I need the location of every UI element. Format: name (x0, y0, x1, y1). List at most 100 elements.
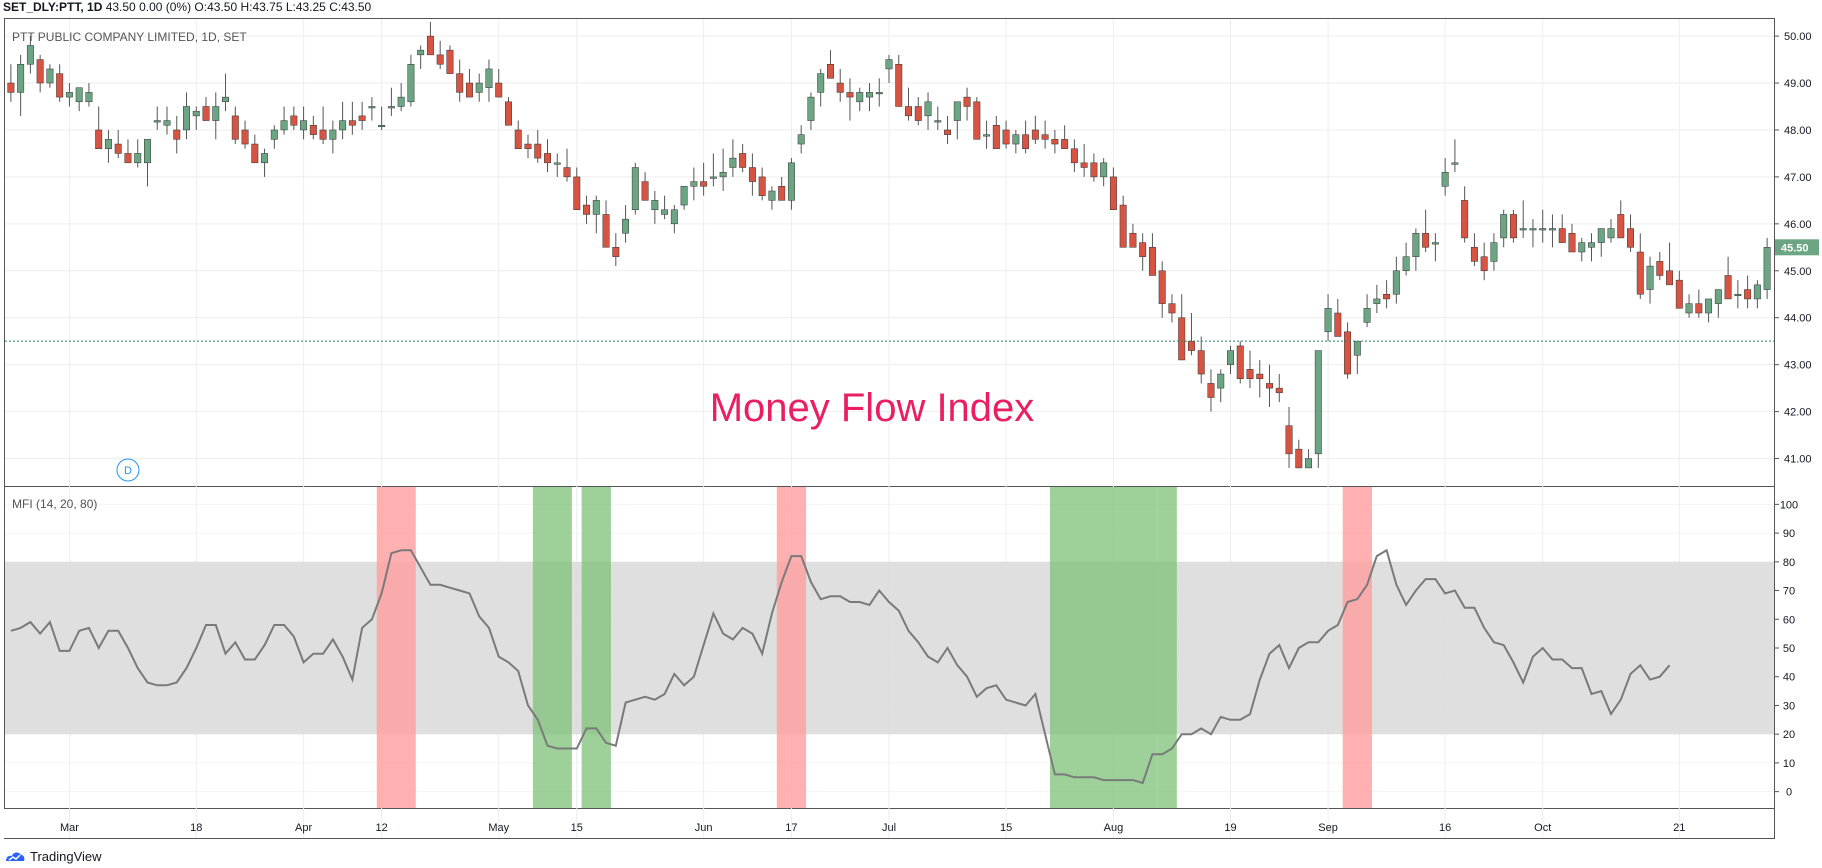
candle (1217, 369, 1225, 403)
candle-body (1714, 289, 1722, 304)
candle (1236, 341, 1244, 384)
candle (1724, 256, 1732, 300)
time-tick-label: 18 (190, 822, 202, 834)
candle (26, 36, 34, 74)
candle-body (836, 82, 844, 93)
candle-body (222, 96, 230, 103)
candle-body (1197, 350, 1205, 375)
candle-body (573, 176, 581, 211)
candle (534, 129, 542, 163)
candle (1548, 214, 1556, 248)
candle (1392, 256, 1400, 304)
dividend-marker[interactable]: D (116, 458, 140, 482)
candle-body (895, 63, 903, 107)
candle-body (992, 125, 1000, 149)
candle (436, 40, 444, 69)
candle-body (505, 101, 512, 126)
price-tick-label: 48.00 (1784, 125, 1812, 137)
candle (914, 97, 922, 126)
candle-body (46, 68, 54, 84)
candle-body (465, 82, 473, 98)
oversold-zone (1157, 487, 1177, 808)
candle (1539, 209, 1547, 243)
time-tick-label: Sep (1318, 822, 1338, 834)
candle (1588, 233, 1595, 262)
candle-body (1090, 162, 1098, 178)
candle-body (553, 162, 561, 165)
brand-footer[interactable]: TradingView (4, 848, 102, 866)
candle (1695, 289, 1703, 318)
candle-body (641, 181, 649, 201)
candle-body (973, 101, 981, 140)
candle-body (905, 106, 912, 117)
candle-body (914, 106, 922, 121)
candle-body (953, 101, 961, 121)
candle-body (661, 209, 669, 215)
candle (329, 120, 337, 154)
candle-body (544, 153, 551, 164)
candle-body (1344, 331, 1352, 375)
candle-body (1607, 228, 1615, 239)
candle-body (700, 181, 708, 187)
candle-body (924, 101, 932, 117)
candle (104, 129, 112, 163)
candle (1266, 364, 1273, 407)
candle-body (1529, 228, 1537, 231)
candle (544, 139, 551, 173)
candle (1187, 313, 1195, 356)
oversold-zone (1049, 487, 1158, 808)
candle-body (631, 167, 639, 211)
candle (231, 106, 239, 145)
candle (114, 129, 122, 159)
candle-body (1031, 129, 1039, 140)
candle-body (7, 82, 15, 93)
candle-body (563, 167, 571, 178)
candle (36, 54, 44, 93)
candle-body (1753, 284, 1761, 300)
candle (992, 115, 1000, 149)
candle (368, 97, 376, 121)
price-tick-label: 47.00 (1784, 172, 1812, 184)
candle (426, 22, 434, 56)
candle-body (1314, 350, 1322, 455)
candle (1383, 280, 1391, 309)
candle-body (456, 73, 464, 93)
candle-body (1022, 134, 1030, 149)
candle-body (153, 120, 161, 123)
tradingview-logo-icon (6, 852, 25, 861)
candle-body (1363, 308, 1371, 323)
candle-body (1334, 312, 1342, 337)
candle (622, 205, 630, 243)
candle (700, 162, 708, 196)
candle (1451, 139, 1459, 173)
candle (1119, 195, 1127, 248)
time-tick-label: Aug (1104, 822, 1124, 834)
time-tick-label: 16 (1439, 822, 1451, 834)
candle-body (1568, 232, 1576, 253)
candle (748, 153, 756, 196)
candle-body (1744, 289, 1752, 300)
candle (1675, 270, 1683, 309)
candle (729, 139, 737, 177)
dividend-markers[interactable]: DD (116, 458, 1822, 482)
candle (1558, 214, 1566, 243)
chart-area[interactable]: 41.00 42.00 43.00 44.00 45.00 46.00 47.00 48.00… (0, 0, 1822, 845)
candle-body (846, 92, 854, 98)
candle (387, 87, 395, 116)
candle-body (309, 125, 317, 135)
mfi-tick-label: 90 (1783, 528, 1795, 540)
candle-body (183, 106, 190, 131)
mfi-highlight-zones (376, 487, 1372, 808)
time-tick-label: May (488, 822, 509, 834)
candle-body (856, 92, 864, 103)
candle (651, 190, 659, 224)
candle-body (300, 120, 308, 131)
candle-body (602, 214, 610, 248)
candle (1012, 129, 1020, 154)
candle-body (612, 247, 620, 257)
oversold-zone (581, 487, 611, 808)
candle (475, 73, 483, 102)
mfi-band (5, 561, 1774, 735)
candle-body (1227, 350, 1234, 365)
candle (1363, 294, 1371, 328)
